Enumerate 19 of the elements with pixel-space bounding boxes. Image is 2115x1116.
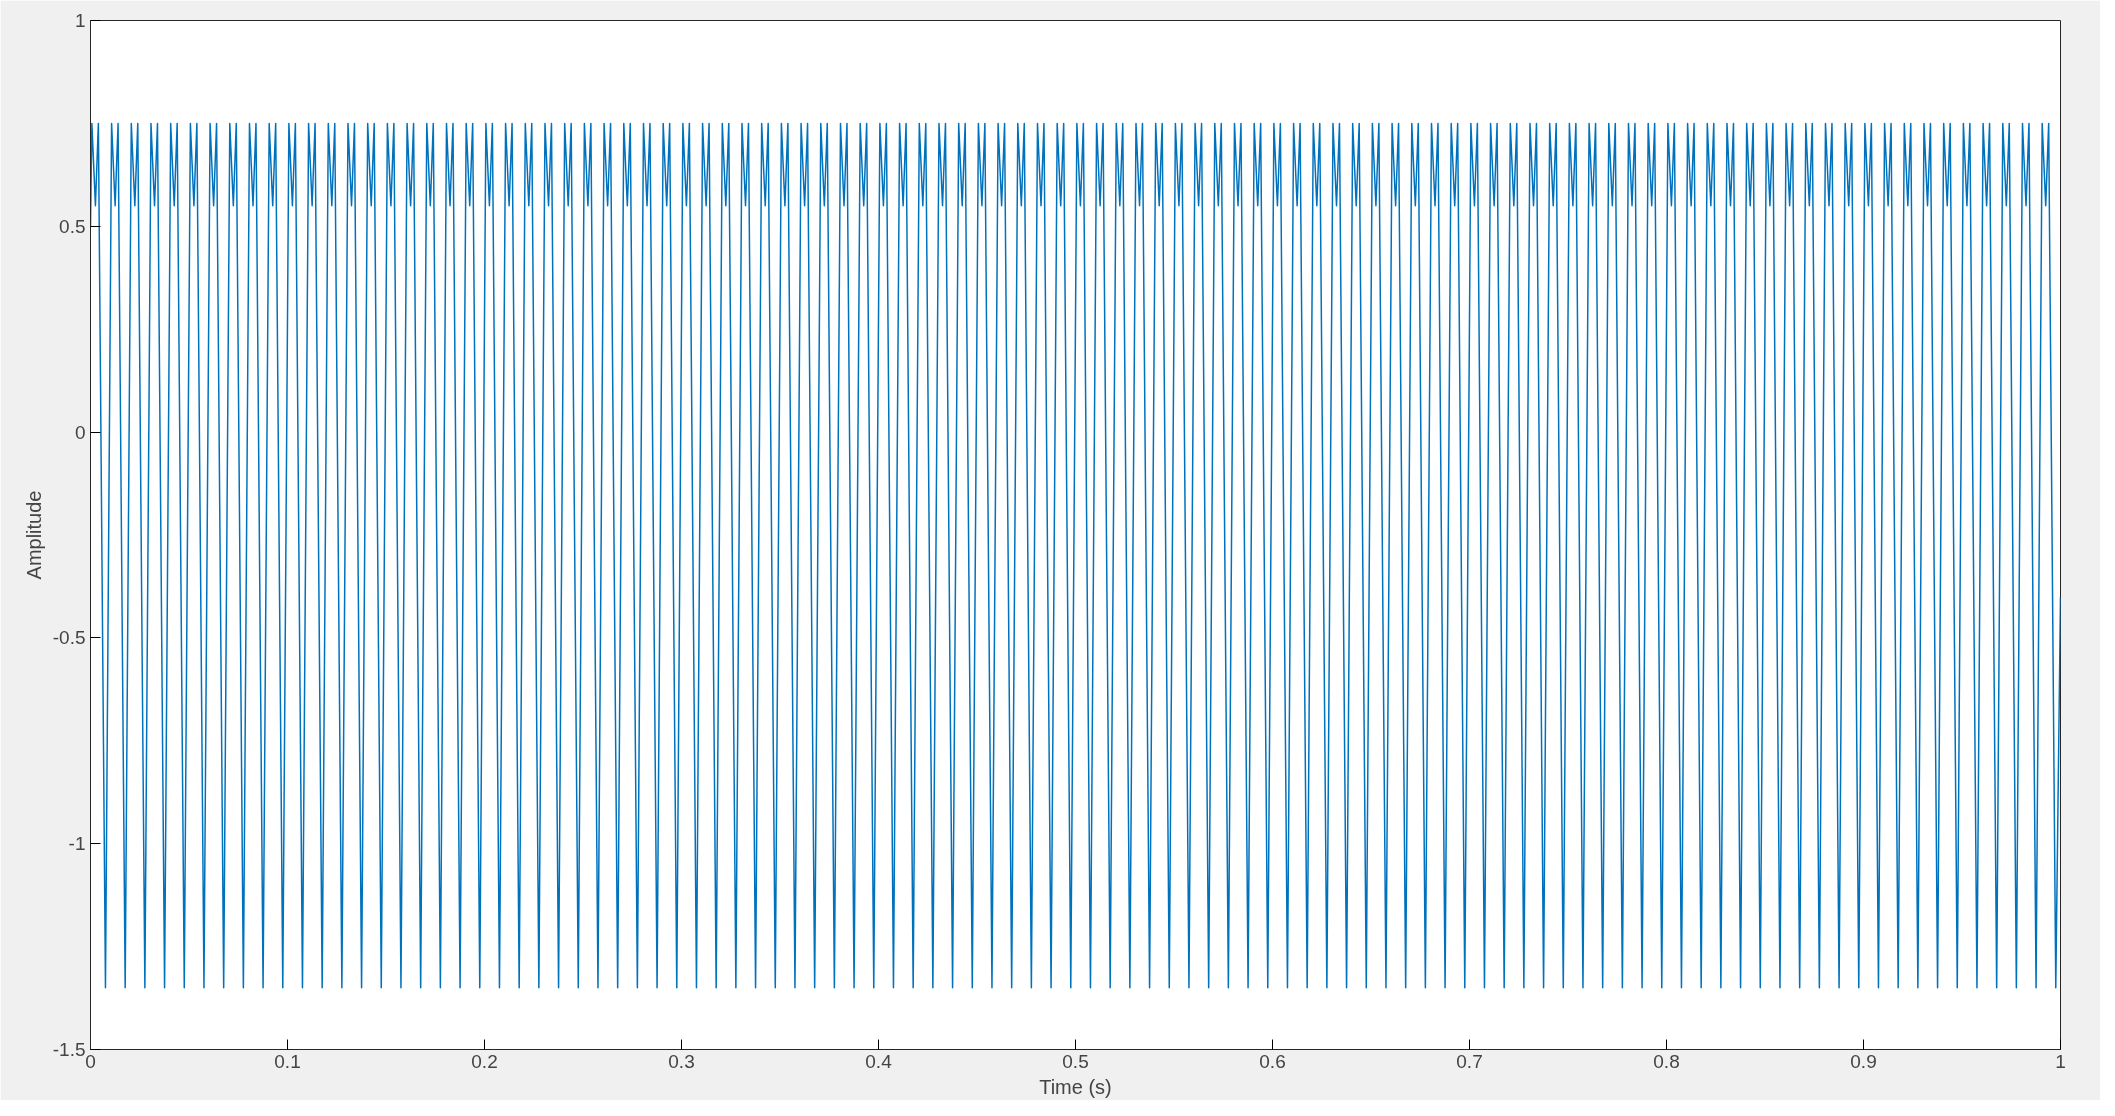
y-tick-label: -0.5: [52, 627, 86, 649]
x-tick-label: 0.6: [1259, 1050, 1286, 1072]
y-tick-label: 0: [74, 421, 86, 443]
y-tick-label: -1: [68, 833, 86, 855]
x-tick-label: 0.1: [274, 1050, 301, 1072]
line-series: [90, 122, 2061, 989]
y-tick-label: 1: [74, 10, 86, 31]
y-tick-label: -1.5: [52, 1039, 86, 1060]
y-tick-label: 0.5: [59, 215, 86, 237]
y-axis-title: Amplitude: [22, 490, 45, 580]
x-tick-label: 1: [2055, 1050, 2066, 1072]
x-tick-label: 0.5: [1062, 1050, 1089, 1072]
x-axis-title: Time (s): [1039, 1075, 1112, 1098]
x-tick-label: 0.8: [1653, 1050, 1680, 1072]
x-tick-label: 0.3: [668, 1050, 695, 1072]
x-tick-label: 0.2: [471, 1050, 498, 1072]
x-tick-label: 0.9: [1850, 1050, 1877, 1072]
x-tick-label: 0.4: [865, 1050, 893, 1072]
x-tick-label: 0.7: [1456, 1050, 1483, 1072]
